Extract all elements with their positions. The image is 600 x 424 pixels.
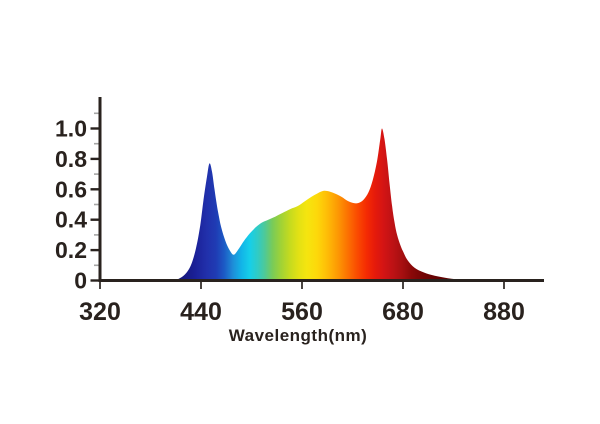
x-axis-title: Wavelength(nm): [229, 326, 368, 345]
y-tick-label: 0.4: [55, 207, 87, 233]
x-tick-label: 440: [180, 298, 222, 326]
y-tick-label: 1.0: [55, 116, 87, 142]
x-tick-label: 680: [382, 298, 424, 326]
y-tick-label: 0.2: [55, 237, 87, 263]
x-tick-label: 560: [281, 298, 323, 326]
y-tick-label: 0.6: [55, 176, 87, 202]
x-tick-label: 320: [79, 298, 121, 326]
y-tick-label: 0: [74, 268, 87, 294]
y-tick-label: 0.8: [55, 146, 87, 172]
spectrum-area: [171, 128, 467, 281]
x-tick-label: 880: [483, 298, 525, 326]
